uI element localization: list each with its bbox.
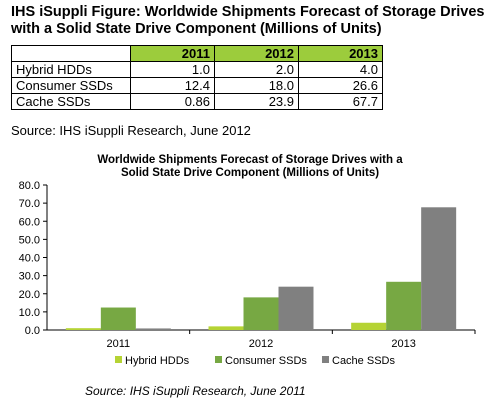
y-tick-label: 50.0	[19, 234, 40, 246]
table-row: Cache SSDs 0.86 23.9 67.7	[11, 93, 383, 110]
legend-label: Consumer SSDs	[225, 355, 307, 367]
table-cell: 0.86	[130, 93, 215, 110]
row-label: Consumer SSDs	[11, 77, 131, 94]
y-tick-label: 40.0	[19, 253, 40, 265]
bar-cache-ssds	[421, 207, 457, 330]
table-cell: 26.6	[298, 77, 383, 94]
chart-title-line: Worldwide Shipments Forecast of Storage …	[97, 154, 403, 166]
table-header-2013: 2013	[298, 45, 383, 62]
table-row: Consumer SSDs 12.4 18.0 26.6	[11, 77, 383, 94]
source-note-top: Source: IHS iSuppli Research, June 2012	[11, 123, 251, 138]
table-cell: 67.7	[298, 93, 383, 110]
y-tick-label: 70.0	[19, 198, 40, 210]
y-tick-label: 30.0	[19, 271, 40, 283]
chart-title-line: Solid State Drive Component (Millions of…	[121, 167, 379, 179]
bar-hybrid-hdds	[351, 322, 387, 330]
row-label: Hybrid HDDs	[11, 61, 131, 78]
table-cell: 4.0	[298, 61, 383, 78]
legend-swatch	[322, 356, 329, 363]
table-row: Hybrid HDDs 1.0 2.0 4.0	[11, 61, 383, 78]
bar-consumer-ssds	[100, 307, 136, 330]
y-tick-label: 20.0	[19, 289, 40, 301]
table-cell: 1.0	[130, 61, 215, 78]
table-cell: 12.4	[130, 77, 215, 94]
table-header-2011: 2011	[130, 45, 215, 62]
bar-hybrid-hdds	[208, 326, 244, 330]
bar-chart: Worldwide Shipments Forecast of Storage …	[19, 154, 476, 367]
row-label: Cache SSDs	[11, 93, 131, 110]
x-tick-label: 2012	[249, 338, 273, 350]
data-table: 2011 2012 2013 Hybrid HDDs 1.0 2.0 4.0 C…	[11, 45, 383, 110]
y-tick-label: 80.0	[19, 180, 40, 192]
bar-hybrid-hdds	[65, 328, 101, 330]
x-tick-label: 2011	[107, 338, 131, 350]
bar-cache-ssds	[278, 286, 314, 330]
table-cell: 18.0	[214, 77, 299, 94]
legend-swatch	[115, 356, 122, 363]
bar-consumer-ssds	[386, 281, 422, 330]
y-tick-label: 60.0	[19, 216, 40, 228]
table-header-corner	[11, 45, 131, 62]
legend-swatch	[215, 356, 222, 363]
source-note-bottom: Source: IHS iSuppli Research, June 2011	[85, 384, 306, 398]
legend-label: Hybrid HDDs	[125, 355, 190, 367]
legend-label: Cache SSDs	[332, 355, 395, 367]
bar-cache-ssds	[135, 328, 171, 330]
table-header-row: 2011 2012 2013	[11, 45, 383, 62]
y-tick-label: 10.0	[19, 307, 40, 319]
y-tick-label: 0.0	[25, 325, 40, 337]
table-header-2012: 2012	[214, 45, 299, 62]
table-cell: 2.0	[214, 61, 299, 78]
bar-consumer-ssds	[243, 297, 279, 330]
figure-title: IHS iSuppli Figure: Worldwide Shipments …	[11, 4, 485, 37]
x-tick-label: 2013	[391, 338, 415, 350]
table-cell: 23.9	[214, 93, 299, 110]
